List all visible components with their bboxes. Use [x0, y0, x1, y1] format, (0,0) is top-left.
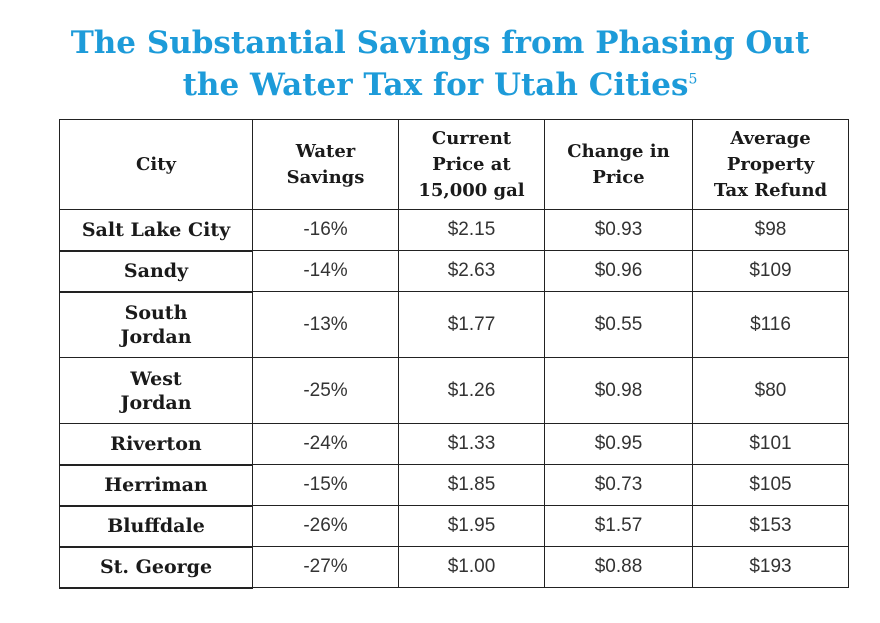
cell-current-price: $1.77 — [398, 291, 545, 358]
cell-change-in-price: $0.98 — [544, 357, 693, 424]
cell-water-savings: -25% — [252, 357, 399, 424]
cell-change-in-price: $0.95 — [544, 423, 693, 465]
header-change-in-price: Change in Price — [544, 119, 693, 210]
cell-city: Salt Lake City — [59, 209, 253, 252]
cell-change-in-price: $0.55 — [544, 291, 693, 358]
cell-current-price: $1.26 — [398, 357, 545, 424]
header-water-savings: Water Savings — [252, 119, 399, 210]
cell-water-savings: -15% — [252, 464, 399, 506]
cell-tax-refund: $105 — [692, 464, 849, 506]
table-row: Sandy -14% $2.63 $0.96 $109 — [59, 250, 849, 293]
cell-tax-refund: $153 — [692, 505, 849, 547]
cell-water-savings: -16% — [252, 209, 399, 251]
table-row: West Jordan -25% $1.26 $0.98 $80 — [59, 357, 849, 424]
cell-current-price: $2.63 — [398, 250, 545, 292]
cell-current-price: $1.00 — [398, 546, 545, 588]
table-row: St. George -27% $1.00 $0.88 $193 — [59, 546, 849, 589]
cell-tax-refund: $80 — [692, 357, 849, 424]
cell-tax-refund: $101 — [692, 423, 849, 465]
cell-water-savings: -24% — [252, 423, 399, 465]
cell-current-price: $1.85 — [398, 464, 545, 506]
cell-current-price: $1.95 — [398, 505, 545, 547]
header-city: City — [59, 119, 253, 210]
cell-change-in-price: $0.73 — [544, 464, 693, 506]
cell-city: Bluffdale — [59, 505, 253, 548]
cell-change-in-price: $0.93 — [544, 209, 693, 251]
table-row: Bluffdale -26% $1.95 $1.57 $153 — [59, 505, 849, 548]
cell-city: St. George — [59, 546, 253, 589]
cell-change-in-price: $0.96 — [544, 250, 693, 292]
savings-table: City Water Savings Current Price at 15,0… — [59, 119, 849, 589]
table-row: Riverton -24% $1.33 $0.95 $101 — [59, 423, 849, 466]
table-row: Salt Lake City -16% $2.15 $0.93 $98 — [59, 209, 849, 252]
cell-water-savings: -26% — [252, 505, 399, 547]
header-property-tax-refund: Average Property Tax Refund — [692, 119, 849, 210]
table-row: South Jordan -13% $1.77 $0.55 $116 — [59, 291, 849, 358]
cell-city: Herriman — [59, 464, 253, 507]
cell-current-price: $1.33 — [398, 423, 545, 465]
cell-water-savings: -13% — [252, 291, 399, 358]
cell-change-in-price: $1.57 — [544, 505, 693, 547]
cell-city: South Jordan — [59, 291, 253, 358]
cell-tax-refund: $193 — [692, 546, 849, 588]
title-line-1: The Substantial Savings from Phasing Out — [70, 25, 810, 61]
header-current-price: Current Price at 15,000 gal — [398, 119, 545, 210]
title-footnote-marker: 5 — [688, 71, 698, 88]
cell-water-savings: -14% — [252, 250, 399, 292]
cell-tax-refund: $98 — [692, 209, 849, 251]
table-row: Herriman -15% $1.85 $0.73 $105 — [59, 464, 849, 507]
cell-water-savings: -27% — [252, 546, 399, 588]
title-line-2: the Water Tax for Utah Cities — [182, 67, 689, 103]
cell-city: Sandy — [59, 250, 253, 293]
cell-current-price: $2.15 — [398, 209, 545, 251]
cell-city: West Jordan — [59, 357, 253, 424]
cell-tax-refund: $109 — [692, 250, 849, 292]
cell-tax-refund: $116 — [692, 291, 849, 358]
table-header-row: City Water Savings Current Price at 15,0… — [59, 119, 849, 210]
cell-city: Riverton — [59, 423, 253, 466]
cell-change-in-price: $0.88 — [544, 546, 693, 588]
page-title: The Substantial Savings from Phasing Out… — [0, 22, 880, 106]
